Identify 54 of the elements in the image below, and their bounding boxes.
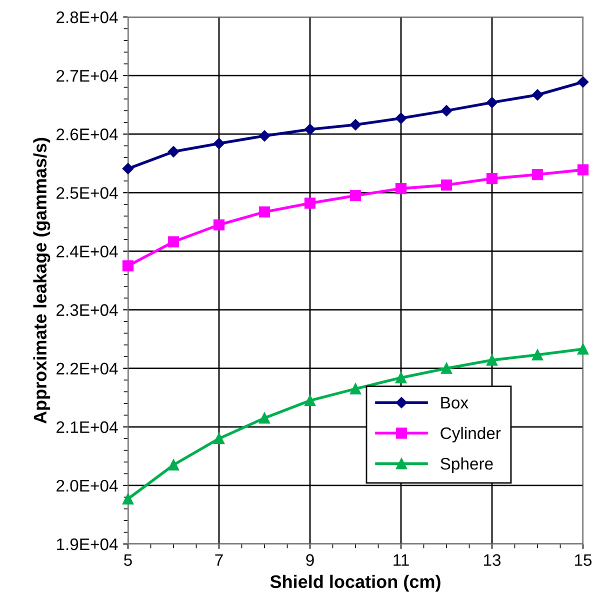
point — [168, 236, 180, 248]
y-tick-label: 2.8E+04 — [56, 11, 118, 24]
point — [258, 130, 270, 142]
point — [168, 146, 180, 158]
point — [168, 459, 180, 471]
legend-label: Sphere — [440, 457, 493, 473]
x-tick-label: 11 — [394, 554, 409, 566]
point — [350, 190, 362, 202]
point — [213, 433, 225, 444]
x-axis-title: Shield location (cm) — [270, 574, 440, 592]
point — [213, 138, 225, 150]
point — [395, 112, 407, 124]
point — [304, 394, 316, 406]
point — [213, 219, 225, 230]
legend-label: Box — [441, 396, 468, 409]
x-tick-label: 7 — [215, 554, 223, 566]
legend-label: Cylinder — [440, 426, 501, 442]
y-tick-label: 2.5E+04 — [56, 187, 118, 199]
point — [486, 173, 498, 184]
x-tick-label: 13 — [484, 554, 501, 566]
y-tick-label: 2.4E+04 — [56, 246, 118, 258]
point — [122, 260, 134, 272]
point — [486, 96, 498, 108]
point — [440, 180, 452, 191]
point — [350, 383, 362, 394]
y-tick-label: 2.2E+04 — [56, 362, 118, 375]
y-tick-label: 1.9E+04 — [56, 538, 118, 550]
point — [532, 89, 544, 100]
y-tick-label: 2.7E+04 — [56, 70, 118, 82]
y-tick-label: 2.6E+04 — [56, 128, 118, 140]
point — [304, 198, 316, 209]
point — [577, 76, 589, 88]
point — [440, 105, 452, 116]
point — [440, 362, 452, 374]
point — [577, 343, 589, 355]
point — [486, 354, 498, 366]
y-axis-title: Approximate leakage (gammas/s) — [33, 138, 50, 424]
x-tick-label: 5 — [124, 554, 132, 566]
y-tick-label: 2.1E+04 — [56, 421, 118, 434]
x-tick-label: 15 — [575, 554, 592, 566]
point — [577, 164, 589, 176]
point — [304, 124, 316, 136]
point — [122, 493, 134, 504]
point — [395, 183, 407, 194]
y-tick-label: 2.0E+04 — [56, 480, 118, 492]
point — [532, 349, 544, 360]
point — [122, 163, 134, 174]
point — [258, 412, 270, 424]
point — [532, 168, 544, 180]
y-tick-label: 2.3E+04 — [56, 304, 118, 316]
x-tick-label: 9 — [306, 554, 314, 566]
point — [258, 206, 270, 218]
point — [395, 372, 407, 384]
point — [350, 119, 362, 130]
